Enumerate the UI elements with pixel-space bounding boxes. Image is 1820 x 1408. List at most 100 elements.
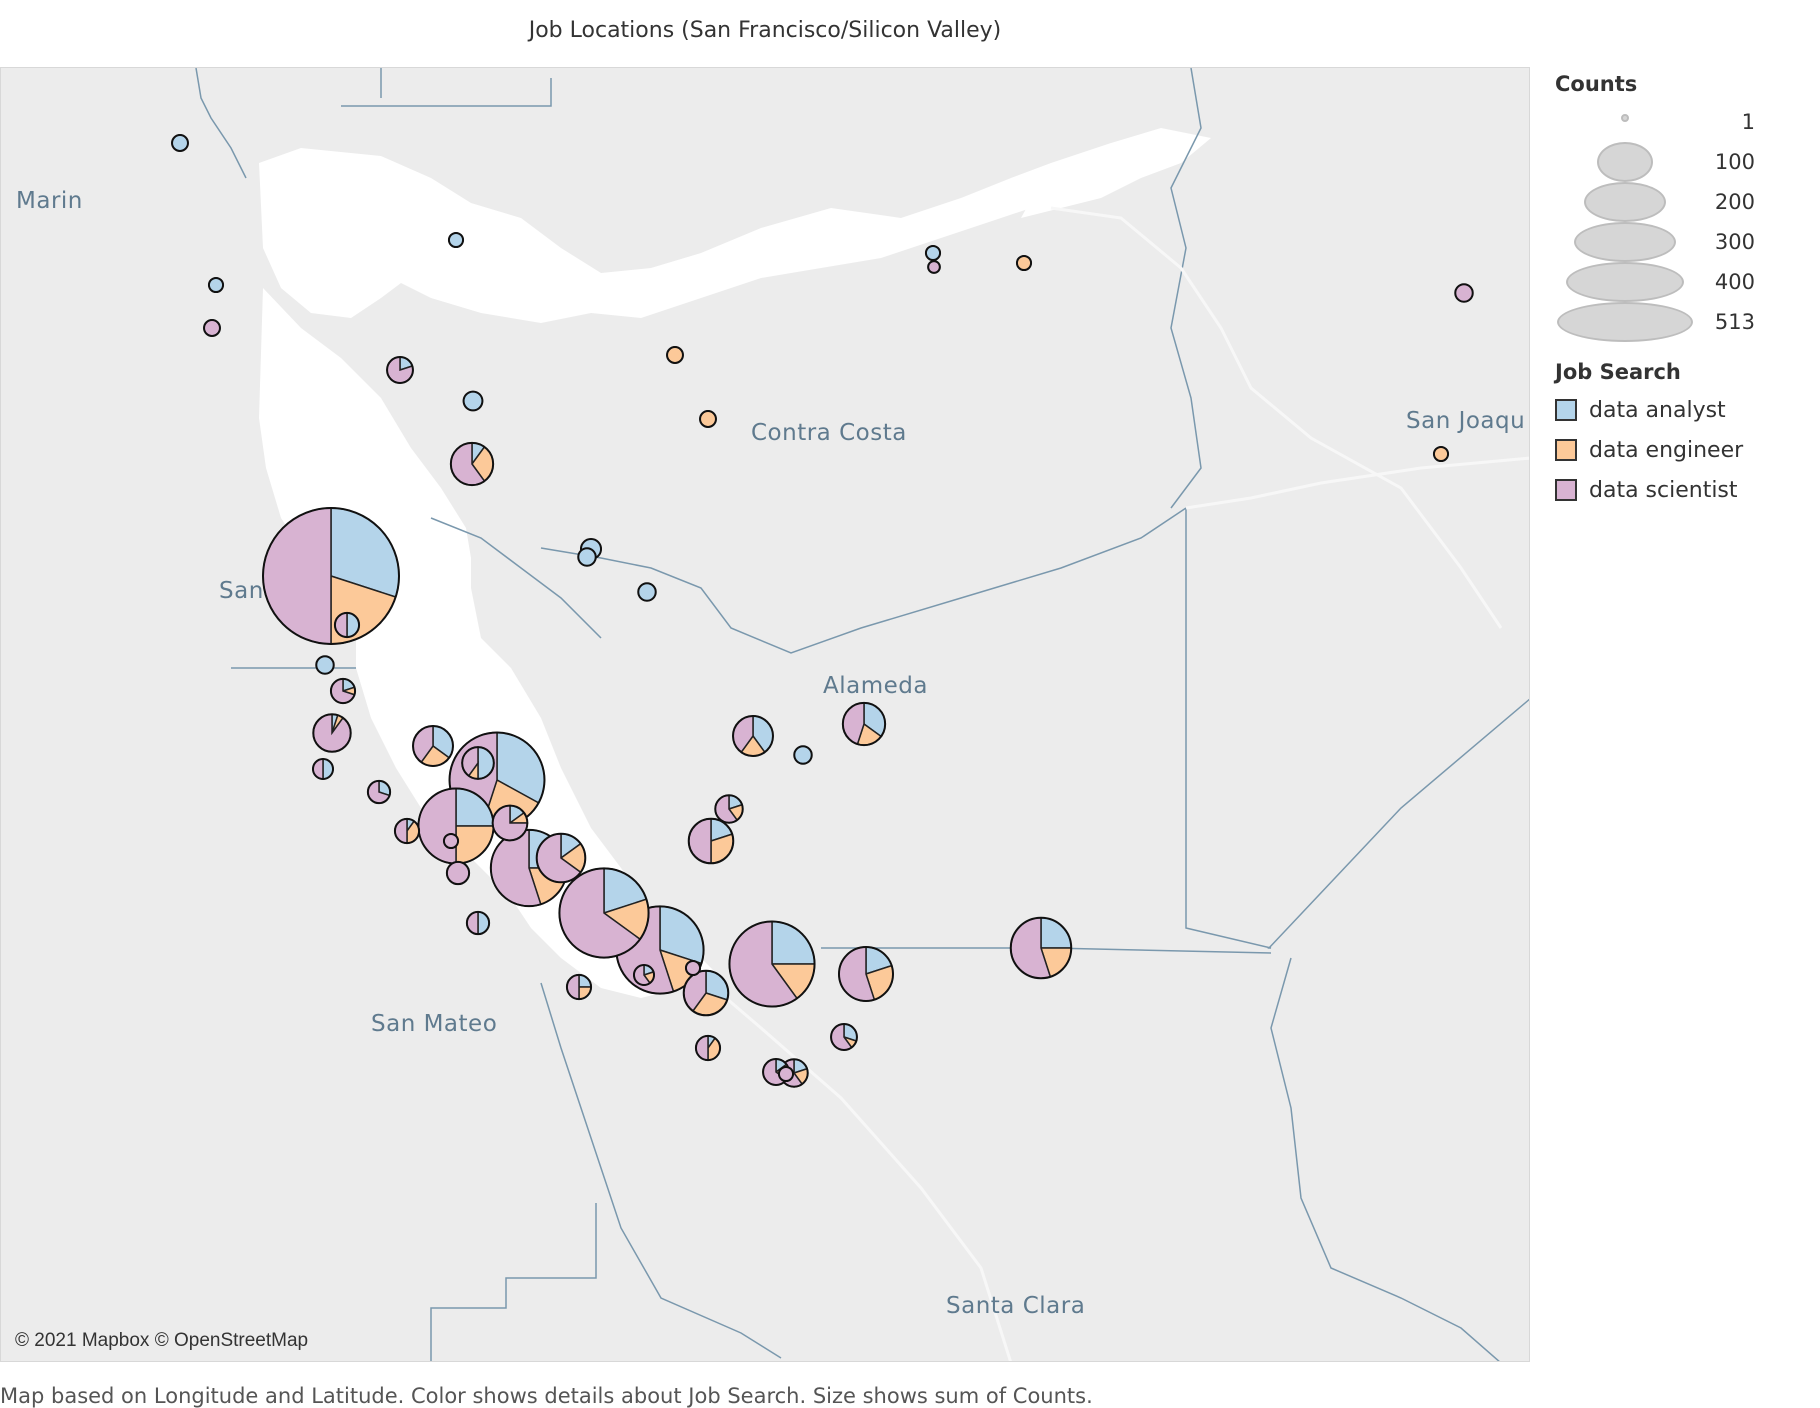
location-pie[interactable] (462, 390, 484, 412)
color-legend-title: Job Search (1555, 360, 1681, 384)
location-pie[interactable] (694, 1034, 722, 1062)
pie-outline (207, 276, 225, 294)
location-pie[interactable] (312, 713, 352, 753)
location-pie[interactable] (449, 441, 495, 487)
location-pie[interactable] (315, 655, 335, 675)
location-pie[interactable] (329, 677, 357, 705)
location-pie[interactable] (684, 959, 702, 977)
pie-outline (329, 677, 357, 705)
location-pie[interactable] (841, 701, 887, 747)
color-legend-item[interactable]: data analyst (1555, 390, 1815, 430)
sf-bay-water (259, 288, 721, 998)
location-pie[interactable] (333, 611, 361, 639)
size-legend-value: 300 (1714, 230, 1755, 254)
pie-outline (687, 817, 735, 865)
pie-outline (732, 715, 774, 757)
size-legend-value: 200 (1714, 190, 1755, 214)
location-pie[interactable] (687, 817, 735, 865)
size-legend: 1 100 200 300 400 513 (1555, 102, 1815, 342)
color-legend-item[interactable]: data scientist (1555, 470, 1815, 510)
location-pie[interactable] (714, 794, 744, 824)
county-boundary-line (821, 947, 1272, 954)
size-legend-shape (1584, 182, 1666, 222)
location-pie[interactable] (924, 244, 942, 262)
location-pie[interactable] (558, 867, 650, 959)
location-pie[interactable] (728, 920, 816, 1008)
pie-outline (366, 779, 392, 805)
color-legend-item[interactable]: data engineer (1555, 430, 1815, 470)
pie-outline (1015, 254, 1033, 272)
county-boundary-line (195, 68, 247, 179)
location-pie[interactable] (565, 973, 593, 1001)
location-pie[interactable] (262, 507, 400, 645)
location-pie[interactable] (442, 832, 460, 850)
pie-outline (699, 410, 717, 428)
location-pie[interactable] (837, 945, 895, 1003)
pie-outline (449, 441, 495, 487)
color-legend-label: data scientist (1589, 477, 1738, 503)
map-attribution[interactable]: © 2021 Mapbox © OpenStreetMap (15, 1330, 309, 1351)
location-pie[interactable] (1454, 283, 1474, 303)
size-legend-shape (1597, 142, 1653, 182)
location-pie[interactable] (1009, 916, 1073, 980)
location-pie[interactable] (311, 757, 335, 781)
location-pie[interactable] (699, 410, 717, 428)
location-pie[interactable] (447, 231, 465, 249)
region-label: Alameda (823, 673, 928, 699)
pie-outline (632, 963, 656, 987)
pie-outline (837, 945, 895, 1003)
county-boundary-line (1270, 957, 1500, 1361)
location-pie[interactable] (830, 1023, 858, 1051)
location-pie[interactable] (171, 134, 189, 152)
region-label: Santa Clara (946, 1293, 1085, 1319)
location-pie[interactable] (927, 260, 941, 274)
location-pie[interactable] (682, 969, 730, 1017)
pie-outline (447, 231, 465, 249)
location-pie[interactable] (366, 779, 392, 805)
location-pie[interactable] (632, 963, 656, 987)
location-pie[interactable] (465, 910, 491, 936)
location-pie[interactable] (1432, 445, 1450, 463)
location-pie[interactable] (386, 356, 414, 384)
location-pie[interactable] (445, 860, 471, 886)
location-pie[interactable] (412, 725, 454, 767)
location-pie[interactable] (1015, 254, 1033, 272)
pie-outline (558, 867, 650, 959)
location-pie[interactable] (637, 582, 657, 602)
location-pie[interactable] (793, 745, 813, 765)
location-pie[interactable] (393, 817, 421, 845)
pie-outline (311, 757, 335, 781)
chart-caption: Map based on Longitude and Latitude. Col… (0, 1384, 1093, 1408)
location-pie[interactable] (666, 346, 684, 364)
color-legend[interactable]: data analyst data engineer data scientist (1555, 390, 1815, 510)
pie-outline (694, 1034, 722, 1062)
pie-outline (565, 973, 593, 1001)
size-legend-row: 1 (1555, 102, 1815, 142)
location-pie[interactable] (491, 804, 529, 842)
location-pie[interactable] (732, 715, 774, 757)
pie-outline (728, 920, 816, 1008)
location-pie[interactable] (535, 832, 587, 884)
color-swatch (1555, 399, 1577, 421)
pie-outline (393, 817, 421, 845)
location-pie[interactable] (417, 787, 495, 865)
size-legend-shape (1621, 114, 1629, 122)
region-label: San Joaqu (1406, 408, 1525, 434)
county-boundary-line (1170, 68, 1202, 509)
pie-outline (682, 969, 730, 1017)
size-legend-value: 100 (1714, 150, 1755, 174)
location-pie[interactable] (461, 746, 495, 780)
location-pie[interactable] (207, 276, 225, 294)
location-pie[interactable] (203, 319, 221, 337)
location-pie[interactable] (577, 547, 597, 567)
location-pie[interactable] (777, 1065, 795, 1083)
size-legend-row: 100 (1555, 142, 1815, 182)
road-network (1050, 206, 1503, 629)
pie-marks[interactable] (171, 134, 1474, 1088)
size-legend-shape (1574, 222, 1676, 262)
road-network (690, 966, 1012, 1361)
color-legend-label: data engineer (1589, 437, 1744, 463)
size-legend-value: 513 (1714, 310, 1755, 334)
